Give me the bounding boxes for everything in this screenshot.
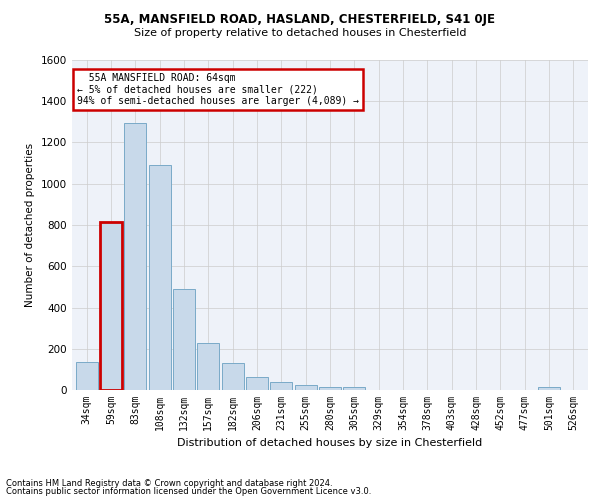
Bar xyxy=(319,388,341,390)
Bar xyxy=(149,165,170,390)
Y-axis label: Number of detached properties: Number of detached properties xyxy=(25,143,35,307)
Bar xyxy=(246,376,268,390)
Bar xyxy=(221,363,244,390)
Bar xyxy=(173,289,195,390)
Text: 55A MANSFIELD ROAD: 64sqm
← 5% of detached houses are smaller (222)
94% of semi-: 55A MANSFIELD ROAD: 64sqm ← 5% of detach… xyxy=(77,73,359,106)
Bar xyxy=(76,362,98,390)
Bar xyxy=(538,388,560,390)
Bar xyxy=(124,123,146,390)
X-axis label: Distribution of detached houses by size in Chesterfield: Distribution of detached houses by size … xyxy=(178,438,482,448)
Bar xyxy=(100,222,122,390)
Bar xyxy=(197,342,219,390)
Bar xyxy=(343,387,365,390)
Bar xyxy=(295,385,317,390)
Bar xyxy=(100,222,122,390)
Bar xyxy=(271,382,292,390)
Text: Contains HM Land Registry data © Crown copyright and database right 2024.: Contains HM Land Registry data © Crown c… xyxy=(6,478,332,488)
Text: 55A, MANSFIELD ROAD, HASLAND, CHESTERFIELD, S41 0JE: 55A, MANSFIELD ROAD, HASLAND, CHESTERFIE… xyxy=(104,12,496,26)
Text: Contains public sector information licensed under the Open Government Licence v3: Contains public sector information licen… xyxy=(6,487,371,496)
Text: Size of property relative to detached houses in Chesterfield: Size of property relative to detached ho… xyxy=(134,28,466,38)
